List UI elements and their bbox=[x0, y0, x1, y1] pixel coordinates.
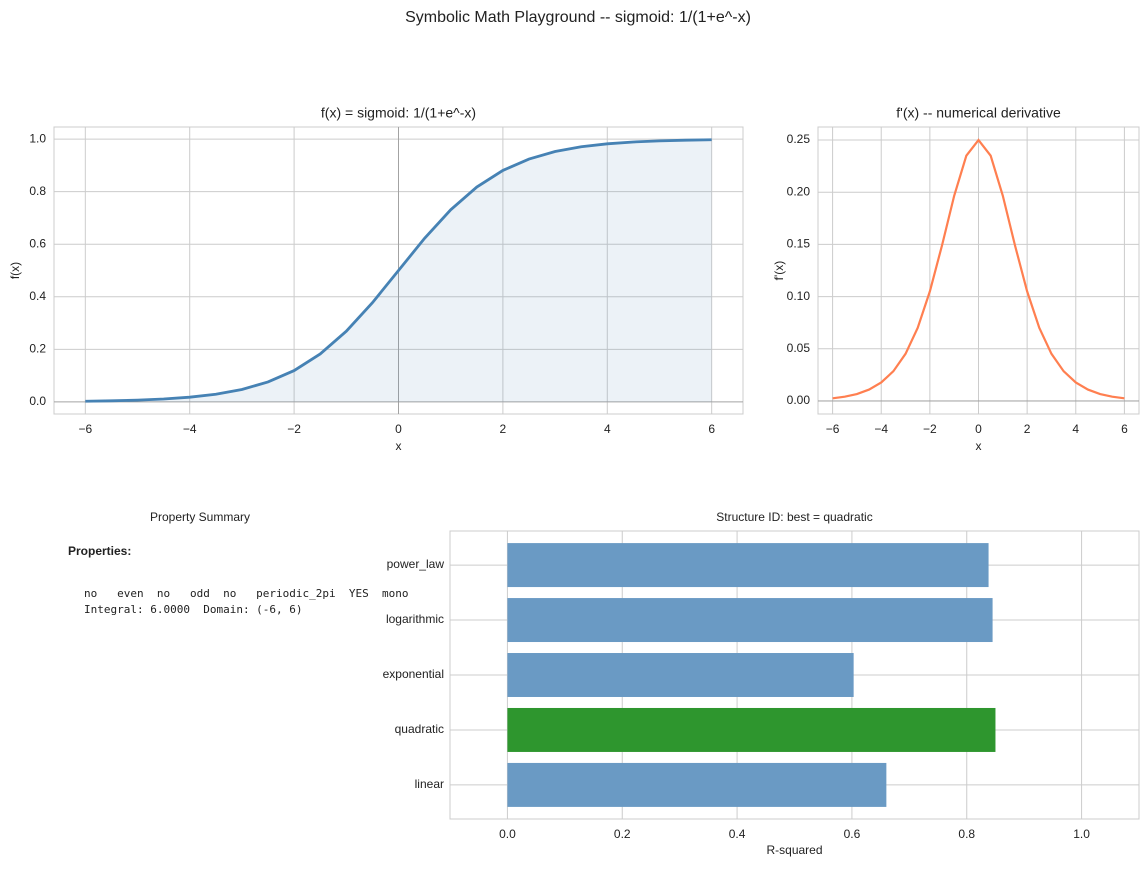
bar bbox=[507, 653, 854, 697]
y-tick-label: exponential bbox=[383, 667, 444, 681]
axis-title: f(x) = sigmoid: 1/(1+e^-x) bbox=[321, 105, 476, 121]
y-tick-label: 1.0 bbox=[29, 131, 46, 145]
x-tick-label: 0.2 bbox=[614, 827, 631, 841]
x-axis-label: x bbox=[396, 439, 402, 453]
panel-title: Property Summary bbox=[150, 510, 250, 524]
x-tick-label: 0.8 bbox=[958, 827, 975, 841]
y-tick-label: 0.8 bbox=[29, 184, 46, 198]
x-tick-label: 6 bbox=[1121, 422, 1128, 436]
line bbox=[85, 138, 712, 403]
x-tick-label: 0.0 bbox=[499, 827, 516, 841]
x-tick-label: 2 bbox=[500, 422, 507, 436]
y-tick-label: linear bbox=[415, 777, 444, 791]
x-tick-label: 2 bbox=[1024, 422, 1031, 436]
property-line: no even no odd no periodic_2pi YES mono bbox=[84, 587, 409, 600]
bar bbox=[507, 707, 996, 752]
x-tick-label: −2 bbox=[287, 422, 301, 436]
x-tick-label: −6 bbox=[826, 422, 840, 436]
figure-title: Symbolic Math Playground -- sigmoid: 1/(… bbox=[405, 9, 751, 26]
bar bbox=[507, 598, 993, 643]
y-axis-label: f(x) bbox=[8, 262, 22, 279]
y-tick-label: 0.15 bbox=[787, 237, 811, 251]
x-tick-label: 1.0 bbox=[1073, 827, 1090, 841]
x-tick-label: 4 bbox=[604, 422, 611, 436]
y-tick-label: 0.2 bbox=[29, 342, 46, 356]
x-axis-label: x bbox=[976, 439, 982, 453]
y-tick-label: quadratic bbox=[395, 722, 444, 736]
line bbox=[832, 138, 1125, 400]
x-tick-label: 0.4 bbox=[729, 827, 746, 841]
y-tick-label: 0.00 bbox=[787, 393, 811, 407]
y-tick-label: 0.6 bbox=[29, 236, 46, 250]
y-tick-label: 0.20 bbox=[787, 184, 811, 198]
y-tick-label: 0.10 bbox=[787, 289, 811, 303]
x-tick-label: −4 bbox=[874, 422, 888, 436]
x-tick-label: 0 bbox=[395, 422, 402, 436]
property-line: Integral: 6.0000 Domain: (-6, 6) bbox=[84, 603, 303, 616]
y-tick-label: 0.0 bbox=[29, 394, 46, 408]
y-tick-label: 0.25 bbox=[787, 132, 811, 146]
bar bbox=[507, 762, 887, 807]
bar bbox=[507, 543, 989, 588]
y-axis-label: f'(x) bbox=[772, 261, 786, 281]
axis-title: Structure ID: best = quadratic bbox=[716, 510, 872, 524]
panel-heading: Properties: bbox=[68, 544, 131, 558]
x-tick-label: 0.6 bbox=[844, 827, 861, 841]
x-tick-label: 6 bbox=[708, 422, 715, 436]
x-tick-label: 0 bbox=[975, 422, 982, 436]
x-axis-label: R-squared bbox=[766, 843, 822, 857]
x-tick-label: 4 bbox=[1072, 422, 1079, 436]
x-tick-label: −4 bbox=[183, 422, 197, 436]
x-tick-label: −2 bbox=[923, 422, 937, 436]
y-tick-label: 0.4 bbox=[29, 289, 46, 303]
y-tick-label: 0.05 bbox=[787, 341, 811, 355]
y-tick-label: power_law bbox=[387, 557, 445, 571]
x-tick-label: −6 bbox=[78, 422, 92, 436]
y-tick-label: logarithmic bbox=[386, 612, 444, 626]
axis-title: f'(x) -- numerical derivative bbox=[896, 105, 1061, 121]
